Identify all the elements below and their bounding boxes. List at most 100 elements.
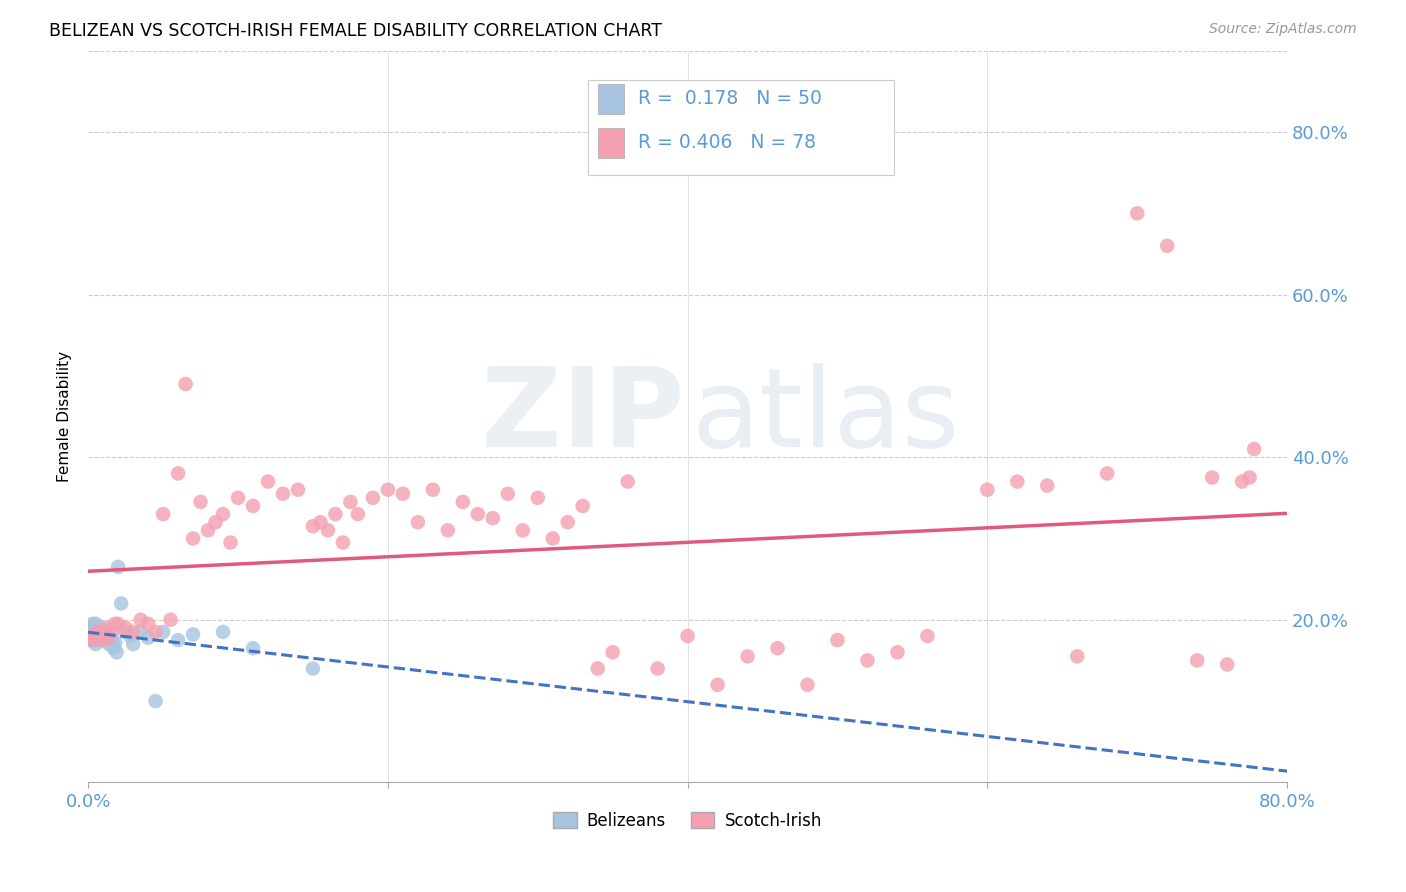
Point [467,507,489,521]
Point [571,499,593,513]
Point [145,624,167,639]
Point [557,515,579,529]
Point [347,507,370,521]
Point [212,507,235,521]
Point [181,627,204,641]
Point [302,661,325,675]
Point [204,515,226,529]
Point [82,624,104,639]
Point [422,483,444,497]
Point [242,499,264,513]
Point [103,641,125,656]
Point [145,694,167,708]
Point [83,624,105,639]
Point [87,631,110,645]
Point [332,535,354,549]
Point [152,507,174,521]
Point [796,678,818,692]
Point [526,491,548,505]
Point [190,495,212,509]
Point [766,641,789,656]
FancyBboxPatch shape [598,84,624,114]
Point [287,483,309,497]
Point [84,629,107,643]
Point [84,633,107,648]
Point [1066,649,1088,664]
Point [129,613,152,627]
Point [1036,478,1059,492]
Point [91,633,114,648]
Point [242,641,264,656]
Point [586,661,609,675]
Point [976,483,998,497]
Point [104,616,127,631]
Point [1201,470,1223,484]
Text: BELIZEAN VS SCOTCH-IRISH FEMALE DISABILITY CORRELATION CHART: BELIZEAN VS SCOTCH-IRISH FEMALE DISABILI… [49,22,662,40]
Point [84,616,107,631]
FancyBboxPatch shape [588,80,894,175]
Point [827,633,849,648]
Point [1156,239,1178,253]
Point [406,515,429,529]
Point [93,631,115,645]
Point [159,613,181,627]
Point [197,524,219,538]
Point [361,491,384,505]
Text: atlas: atlas [692,363,960,470]
Point [219,535,242,549]
Point [110,597,132,611]
Point [706,678,728,692]
Point [302,519,325,533]
Point [616,475,638,489]
Point [481,511,503,525]
Point [84,637,107,651]
Point [917,629,939,643]
Point [80,633,103,648]
Point [98,637,121,651]
Point [122,624,145,639]
Point [451,495,474,509]
Point [271,487,294,501]
Point [87,619,110,633]
Point [89,632,111,647]
FancyBboxPatch shape [598,128,624,158]
Point [1216,657,1239,672]
Point [104,635,127,649]
Point [167,633,190,648]
Point [512,524,534,538]
Point [86,633,108,648]
Point [181,532,204,546]
Point [90,623,112,637]
Point [129,624,152,639]
Point [84,624,107,639]
Point [309,515,332,529]
Y-axis label: Female Disability: Female Disability [58,351,72,482]
Point [98,631,121,645]
Point [257,475,280,489]
Text: Source: ZipAtlas.com: Source: ZipAtlas.com [1209,22,1357,37]
Point [83,633,105,648]
Point [105,645,128,659]
Point [79,624,101,639]
Point [83,629,105,643]
Point [1097,467,1119,481]
Point [1239,470,1261,484]
Point [90,629,112,643]
Point [83,629,105,643]
Point [392,487,415,501]
Point [80,633,103,648]
Point [1126,206,1149,220]
Point [136,616,159,631]
Point [120,629,142,643]
Point [91,633,114,648]
Point [91,626,114,640]
Point [122,637,145,651]
Point [86,624,108,639]
Point [212,624,235,639]
Point [152,624,174,639]
Point [101,633,124,648]
Point [94,621,117,635]
Point [87,624,110,639]
Point [100,631,122,645]
Point [339,495,361,509]
